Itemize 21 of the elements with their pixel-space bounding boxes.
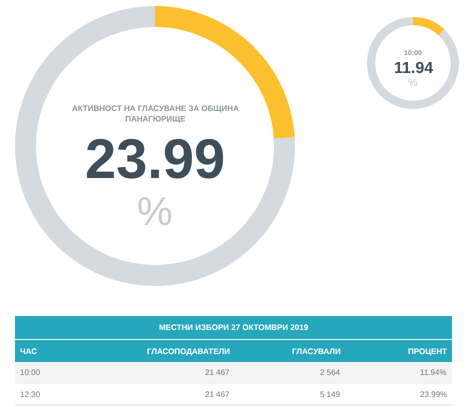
data-label: 11.94%	[420, 368, 447, 377]
text: %	[137, 190, 173, 234]
category-label: ГЛАСУВАЛИ	[292, 347, 342, 356]
data-label: 2 564	[320, 368, 341, 377]
donut-slice	[413, 17, 444, 36]
series-label: 10:00	[20, 368, 41, 377]
text: 23.99	[85, 127, 226, 190]
text: %	[408, 77, 418, 89]
text: ЧАС	[20, 347, 38, 356]
text: МЕСТНИ ИЗБОРИ 27 ОКТОМВРИ 2019	[159, 323, 309, 332]
data-label: 21 467	[205, 390, 230, 399]
text: АКТИВНОСТ НА ГЛАСУВАНЕ ЗА ОБЩИНА ПАНАГЮРИЩЕ	[72, 104, 240, 124]
text: 11.94	[394, 60, 434, 77]
data-label: 23.99%	[420, 390, 448, 399]
data-label: 21 467	[205, 368, 230, 377]
category-label: ПРОЦЕНТ	[408, 347, 448, 356]
donut-slice	[15, 6, 295, 286]
series-label: 12:30	[20, 390, 41, 399]
donut-slice	[367, 17, 459, 109]
data-label: 5 149	[320, 390, 341, 399]
category-label: ГЛАСОПОДАВАТЕЛИ	[147, 347, 230, 356]
